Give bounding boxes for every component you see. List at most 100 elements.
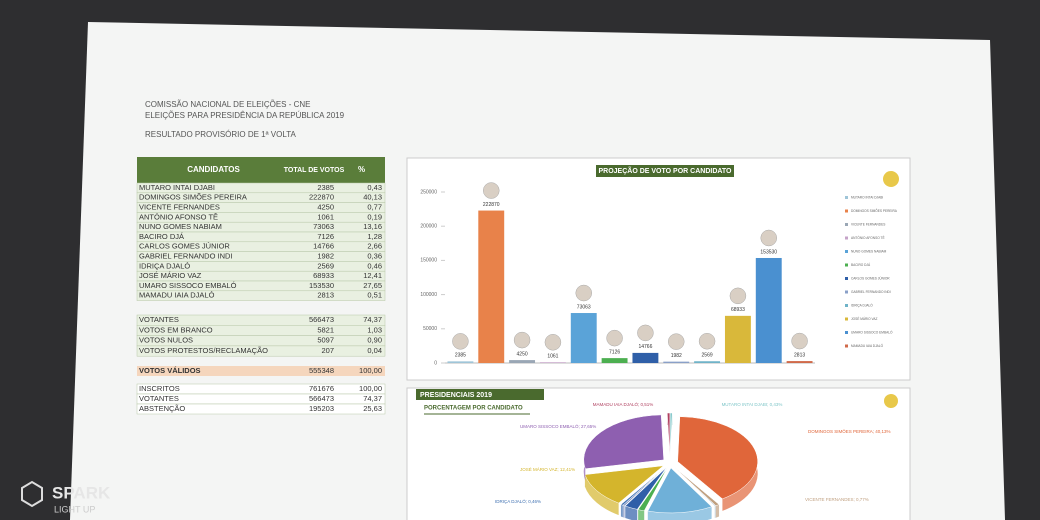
candidate-row-label: IDRIÇA DJALÓ bbox=[139, 261, 190, 270]
bar bbox=[570, 313, 597, 363]
legend-label: CARLOS GOMES JÚNIOR bbox=[851, 275, 890, 280]
valid-row-total: 555348 bbox=[309, 366, 334, 375]
summary-row-total: 207 bbox=[321, 346, 334, 355]
summary-row-label: VOTOS NULOS bbox=[139, 336, 193, 345]
legend-label: UMARO SISSOCO EMBALÓ bbox=[851, 329, 893, 334]
bar bbox=[663, 361, 690, 363]
candidate-row-pct: 13,16 bbox=[363, 222, 382, 231]
pie-slice bbox=[620, 466, 666, 506]
pie-slice bbox=[667, 412, 671, 459]
legend-label: DOMINGOS SIMÕES PEREIRA bbox=[851, 208, 898, 213]
candidate-photo bbox=[575, 284, 592, 302]
valid-row-label: VOTOS VÁLIDOS bbox=[139, 366, 201, 375]
bar-value-label: 14766 bbox=[638, 344, 652, 350]
legend-swatch bbox=[845, 344, 848, 348]
candidate-row-total: 2813 bbox=[317, 291, 334, 300]
candidate-row-total: 14766 bbox=[313, 242, 334, 251]
pie-slice bbox=[583, 414, 664, 470]
pie-slice bbox=[624, 467, 667, 510]
bar-value-label: 153530 bbox=[760, 249, 777, 255]
column-header: % bbox=[358, 165, 365, 174]
legend-swatch bbox=[845, 331, 848, 334]
pie-slice bbox=[677, 416, 758, 500]
registration-row-label: ABSTENÇÃO bbox=[139, 404, 185, 413]
watermark-tagline: LIGHT UP bbox=[54, 504, 95, 514]
bar-value-label: 2813 bbox=[794, 352, 805, 358]
legend-label: MAMADU IAIA DJALÓ bbox=[851, 343, 884, 348]
candidate-row-pct: 27,65 bbox=[363, 281, 382, 290]
candidate-photo bbox=[729, 287, 747, 305]
legend-label: ANTÓNIO AFONSO TÊ bbox=[851, 235, 885, 240]
pie-slice bbox=[673, 467, 717, 507]
bar bbox=[786, 361, 813, 363]
y-tick-label: 150000 bbox=[420, 258, 437, 264]
chart-title-bg bbox=[596, 165, 734, 177]
bar-value-label: 68933 bbox=[731, 307, 745, 313]
candidate-row-label: CARLOS GOMES JÚNIOR bbox=[139, 242, 230, 251]
legend-swatch bbox=[845, 250, 848, 253]
chart-title-bg bbox=[416, 389, 544, 400]
legend-swatch bbox=[845, 223, 848, 226]
candidate-row-label: JOSÉ MÁRIO VAZ bbox=[139, 271, 202, 280]
legend-label: VICENTE FERNANDES bbox=[851, 222, 885, 226]
legend-label: BACIRO DJÁ bbox=[851, 263, 871, 267]
candidate-row-pct: 2,66 bbox=[367, 242, 382, 251]
registration-row-total: 195203 bbox=[309, 404, 334, 413]
candidate-photo bbox=[544, 334, 562, 351]
summary-row-pct: 0,90 bbox=[367, 336, 382, 345]
pie-label: JOSÉ MÁRIO VAZ; 12,41% bbox=[520, 466, 575, 472]
bar bbox=[447, 361, 474, 363]
summary-row-total: 5097 bbox=[317, 336, 334, 345]
pie-slice-side bbox=[623, 505, 625, 518]
summary-row-pct: 74,37 bbox=[363, 315, 382, 324]
registration-row-bg bbox=[136, 403, 386, 415]
pie-label: IDRIÇA DJALÓ; 0,46% bbox=[495, 498, 541, 504]
pie-label: VICENTE FERNANDES; 0,77% bbox=[805, 497, 869, 502]
bar-value-label: 4250 bbox=[517, 351, 528, 357]
bar bbox=[601, 358, 628, 363]
candidate-row-total: 73063 bbox=[313, 222, 334, 231]
candidate-row-total: 7126 bbox=[317, 232, 334, 241]
candidate-photo bbox=[513, 331, 531, 349]
candidate-row-pct: 0,36 bbox=[367, 251, 382, 260]
registration-row-pct: 100,00 bbox=[359, 384, 382, 393]
bar bbox=[724, 315, 751, 363]
pie-slice-side bbox=[714, 505, 716, 519]
watermark-brand: SPARK bbox=[52, 483, 111, 502]
summary-row-pct: 1,03 bbox=[367, 325, 382, 334]
bar bbox=[632, 352, 659, 363]
candidate-row-pct: 12,41 bbox=[363, 271, 382, 280]
pie-slice bbox=[647, 467, 713, 514]
legend-swatch bbox=[845, 263, 848, 267]
summary-row-label: VOTOS EM BRANCO bbox=[139, 325, 213, 334]
registration-row-total: 761676 bbox=[309, 384, 334, 393]
registration-row-total: 566473 bbox=[309, 394, 334, 403]
y-tick-label: 0 bbox=[434, 360, 437, 366]
candidate-photo bbox=[452, 333, 469, 350]
pie-slice-side bbox=[638, 509, 645, 520]
org-title: COMISSÃO NACIONAL DE ELEIÇÕES - CNE bbox=[145, 100, 311, 109]
legend-swatch bbox=[845, 304, 848, 307]
pie-slice-side bbox=[715, 504, 720, 518]
legend-swatch bbox=[845, 209, 848, 213]
pie-label: DOMINGOS SIMÕES PEREIRA; 40,13% bbox=[808, 428, 891, 434]
bar-value-label: 7126 bbox=[609, 349, 620, 355]
legend-label: GABRIEL FERNANDO INDI bbox=[851, 290, 891, 294]
chart-subtitle: PORCENTAGEM POR CANDIDATO bbox=[424, 406, 523, 412]
summary-row-pct: 0,04 bbox=[367, 346, 382, 355]
candidate-row-label: ANTÓNIO AFONSO TÊ bbox=[139, 212, 218, 221]
candidate-row-label: MAMADU IAIA DJALÓ bbox=[139, 291, 215, 300]
column-header: TOTAL DE VOTOS bbox=[284, 167, 345, 174]
legend-swatch bbox=[845, 290, 848, 294]
candidate-row-pct: 1,28 bbox=[367, 232, 382, 241]
bar bbox=[509, 360, 536, 363]
result-title: RESULTADO PROVISÓRIO DE 1ª VOLTA bbox=[145, 130, 297, 139]
legend-label: MUTARO INTAI DJABI bbox=[851, 195, 883, 199]
election-title: ELEIÇÕES PARA PRESIDÊNCIA DA REPÚBLICA 2… bbox=[145, 111, 345, 120]
candidate-row-label: BACIRO DJÁ bbox=[139, 232, 184, 241]
candidate-row-total: 4250 bbox=[317, 202, 334, 211]
bar-value-label: 1982 bbox=[671, 353, 682, 359]
valid-row-bg bbox=[137, 366, 385, 376]
candidate-row-total: 153530 bbox=[309, 281, 334, 290]
